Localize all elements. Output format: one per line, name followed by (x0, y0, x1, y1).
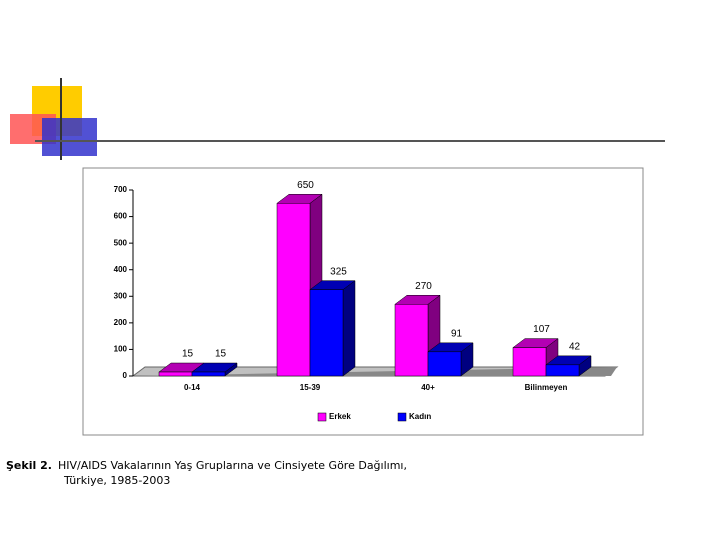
value-label: 107 (533, 324, 550, 335)
deco-square (42, 118, 97, 156)
bar-front (512, 347, 547, 377)
bar-front (158, 371, 193, 377)
x-tick-label: 0-14 (184, 383, 201, 392)
x-tick-label: 40+ (421, 383, 435, 392)
value-label: 15 (182, 349, 194, 360)
y-tick-label: 700 (114, 185, 128, 194)
bar-front (191, 371, 226, 377)
y-tick-label: 600 (114, 212, 128, 221)
caption: Türkiye, 1985-2003 (63, 474, 170, 487)
caption-label: Şekil 2. (6, 459, 52, 472)
chart-frame (82, 167, 644, 436)
y-tick-label: 500 (114, 238, 128, 247)
value-label: 15 (215, 349, 227, 360)
x-tick-label: 15-39 (300, 383, 321, 392)
legend-label: Erkek (329, 412, 351, 421)
bar-side (342, 280, 356, 377)
legend-label: Kadın (409, 412, 431, 421)
bar (512, 338, 559, 377)
y-tick-label: 0 (123, 371, 128, 380)
y-tick-label: 100 (114, 345, 128, 354)
x-tick-label: Bilinmeyen (525, 383, 568, 392)
caption: HIV/AIDS Vakalarının Yaş Gruplarına ve C… (58, 459, 407, 472)
legend-swatch (397, 412, 407, 422)
y-tick-label: 200 (114, 318, 128, 327)
bar (191, 362, 238, 377)
y-tick-label: 400 (114, 265, 128, 274)
bar-front (427, 351, 462, 377)
value-label: 42 (569, 341, 581, 352)
bar (545, 355, 592, 377)
bar-front (545, 364, 580, 377)
value-label: 270 (415, 281, 432, 292)
bar (309, 280, 356, 377)
legend-swatch (317, 412, 327, 422)
value-label: 91 (451, 328, 463, 339)
value-label: 650 (297, 180, 314, 191)
value-label: 325 (330, 266, 347, 277)
floor-edge (133, 367, 617, 376)
bar (427, 342, 474, 377)
bar-front (394, 304, 429, 377)
bar-front (309, 289, 344, 377)
bar-front (276, 203, 311, 377)
y-tick-label: 300 (114, 291, 128, 300)
